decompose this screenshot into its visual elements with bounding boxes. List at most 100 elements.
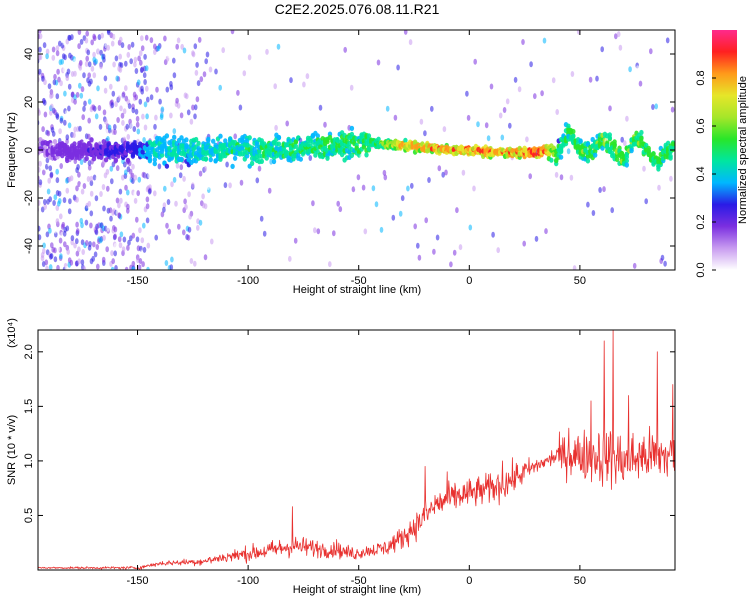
spectrogram-cell: [636, 65, 640, 72]
spectrogram-cell: [38, 160, 42, 167]
spectrogram-cell: [449, 261, 453, 268]
spectrogram-cell: [38, 225, 41, 232]
spectrogram-cell: [55, 113, 60, 120]
spectrogram-cell: [149, 37, 154, 44]
spectrogram-cell: [155, 86, 159, 93]
spectrogram-cell: [656, 166, 661, 172]
spectrogram-cell: [42, 248, 46, 254]
spectrogram-cell: [172, 57, 176, 64]
spectrogram-cell: [167, 228, 172, 235]
spectrogram-cell: [101, 184, 106, 190]
spectrogram-cell: [410, 182, 414, 189]
spectrogram-cell: [178, 172, 183, 179]
snr-x-tick-label: 0: [466, 575, 472, 587]
spectrogram-cell: [571, 133, 576, 139]
spectrogram-cell: [318, 104, 323, 111]
spectrogram-x-tick-label: -50: [351, 275, 367, 287]
spectrogram-cell: [327, 134, 333, 140]
snr-series-line: [38, 330, 675, 570]
spectrogram-cell: [630, 193, 634, 200]
spectrogram-cell: [109, 215, 113, 222]
spectrogram-cell: [562, 51, 566, 58]
spectrogram-cell: [111, 258, 115, 265]
spectrogram-cell: [78, 82, 82, 89]
spectrogram-cell: [179, 156, 184, 162]
spectrogram-cell: [132, 126, 137, 132]
spectrogram-cell: [632, 262, 637, 269]
spectrogram-cell: [94, 113, 99, 120]
spectrogram-cell: [55, 205, 60, 211]
spectrogram-cell: [89, 180, 94, 187]
spectrogram-cell: [288, 255, 292, 262]
spectrogram-cell: [114, 55, 119, 62]
spectrogram-cell: [221, 47, 225, 54]
spectrogram-cell: [86, 176, 91, 182]
spectrogram-cell: [77, 204, 82, 211]
spectrogram-cell: [205, 51, 210, 58]
spectrogram-cell: [163, 185, 167, 192]
spectrogram-cell: [472, 185, 476, 192]
spectrogram-cell: [338, 206, 343, 213]
spectrogram-cell: [242, 70, 247, 77]
spectrogram-cell: [162, 206, 166, 213]
spectrogram-cell: [233, 133, 237, 140]
spectrogram-cell: [94, 185, 98, 192]
spectrogram-cell: [408, 39, 413, 46]
spectrogram-cell: [232, 155, 238, 161]
spectrogram-cell: [74, 30, 78, 36]
spectrogram-cell: [361, 144, 367, 150]
spectrogram-cell: [331, 105, 336, 112]
spectrogram-cell: [246, 44, 250, 51]
spectrogram-cell: [81, 114, 85, 121]
spectrogram-cell: [147, 158, 153, 164]
spectrogram-cell: [60, 231, 64, 238]
spectrogram-cell: [112, 61, 116, 68]
spectrogram-cell: [262, 230, 267, 237]
colorbar-tick-label: 0.0: [695, 262, 707, 277]
spectrogram-cell: [157, 163, 162, 170]
spectrogram-cell: [393, 114, 398, 121]
spectrogram-cell: [608, 105, 612, 112]
spectrogram-cell: [187, 226, 192, 233]
spectrogram-x-tick-label: 50: [574, 275, 586, 287]
snr-panel: -150 -100 -50 0 50 0.5 1.0 1.5 2.0 Height of str…: [6, 318, 676, 596]
spectrogram-cell: [130, 172, 135, 179]
spectrogram-cell: [164, 260, 169, 266]
spectrogram-cell: [376, 59, 381, 66]
spectrogram-cell: [366, 133, 372, 139]
spectrogram-cell: [423, 130, 427, 137]
spectrogram-cell: [278, 237, 283, 244]
spectrogram-cell: [476, 121, 480, 128]
spectrogram-cell: [38, 200, 41, 206]
spectrogram-cell: [203, 156, 209, 162]
spectrogram-cell: [311, 200, 315, 207]
spectrogram-cell: [87, 61, 92, 68]
spectrogram-cell: [96, 85, 100, 92]
spectrogram-cell: [126, 189, 130, 196]
spectrogram-cell: [105, 129, 109, 136]
spectrogram-cell: [396, 64, 400, 71]
spectrogram-cell: [145, 196, 150, 203]
spectrogram-cell: [65, 75, 70, 82]
spectrogram-cell: [252, 190, 257, 197]
spectrogram-cell: [121, 246, 126, 253]
spectrogram-cell: [585, 158, 591, 164]
spectrogram-cell: [147, 172, 152, 179]
spectrogram-cell: [121, 119, 125, 126]
spectrogram-x-tick-label: 0: [466, 275, 472, 287]
spectrogram-cell: [657, 184, 661, 191]
spectrogram-cell: [610, 207, 614, 214]
spectrogram-cell: [133, 190, 138, 197]
spectrogram-panel: -150 -100 -50 0 50 -40 -20 0 20 40 Height of stra…: [6, 29, 676, 296]
spectrogram-cell: [75, 185, 79, 192]
spectrogram-cell: [549, 65, 553, 72]
spectrogram-cell: [109, 132, 113, 139]
spectrogram-cell: [56, 246, 61, 253]
spectrogram-cell: [99, 237, 103, 244]
spectrogram-cell: [665, 37, 670, 44]
spectrogram-cell: [184, 204, 188, 210]
spectrogram-cell: [259, 158, 264, 164]
spectrogram-cell: [508, 122, 512, 129]
spectrogram-cell: [87, 164, 92, 171]
spectrogram-cell: [670, 106, 675, 113]
